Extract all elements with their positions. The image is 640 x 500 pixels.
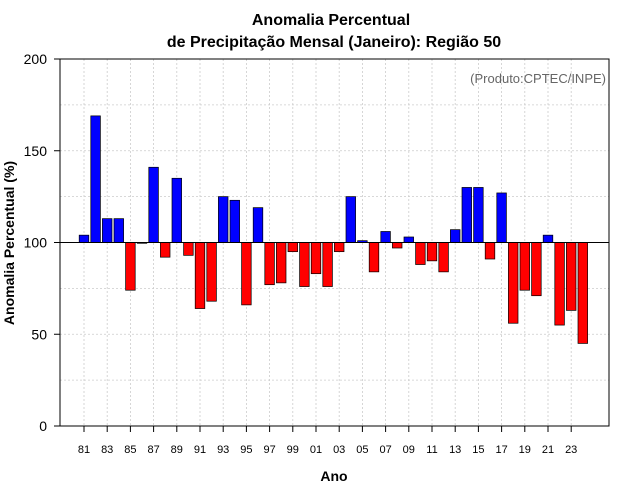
bar-88 <box>160 242 171 258</box>
bar-24 <box>577 242 588 344</box>
y-axis-label: Anomalia Percentual (%) <box>1 161 17 325</box>
bar-84 <box>113 218 124 243</box>
x-tick-label: 97 <box>263 444 275 456</box>
bar-98 <box>276 242 287 284</box>
x-tick-label: 09 <box>403 444 415 456</box>
bar-08 <box>392 242 403 249</box>
bar-15 <box>473 187 484 243</box>
x-axis: 81 83 85 87 89 91 93 95 97 99 01 03 05 07 09 11 13 15 17 19… <box>78 426 577 456</box>
x-tick-label: 89 <box>171 444 183 456</box>
bar-91 <box>194 242 206 309</box>
bar-14 <box>461 187 472 243</box>
x-tick-label: 95 <box>240 444 252 456</box>
bar-23 <box>566 242 577 311</box>
bar-96 <box>252 207 264 243</box>
y-tick-label: 0 <box>39 418 47 434</box>
x-tick-label: 83 <box>101 444 113 456</box>
bar-10 <box>415 242 426 265</box>
bar-21 <box>542 234 554 243</box>
bar-89 <box>171 177 182 243</box>
bar-95 <box>241 242 252 306</box>
x-tick-label: 91 <box>194 444 206 456</box>
bar-06 <box>368 242 380 273</box>
y-axis: 0 50 100 150 200 <box>24 51 60 434</box>
bar-93 <box>218 196 229 243</box>
bar-81 <box>78 234 90 243</box>
x-tick-label: 07 <box>379 444 391 456</box>
bar-17 <box>496 192 507 243</box>
bar-82 <box>90 115 101 243</box>
bar-03 <box>334 242 345 253</box>
bar-09 <box>403 236 414 243</box>
bar-92 <box>206 242 217 302</box>
bar-20 <box>531 242 542 297</box>
x-tick-label: 99 <box>287 444 299 456</box>
x-axis-label: Ano <box>320 468 347 484</box>
x-tick-label: 21 <box>542 444 554 456</box>
x-tick-label: 15 <box>472 444 484 456</box>
x-tick-label: 05 <box>356 444 368 456</box>
bar-13 <box>450 229 461 243</box>
bar-16 <box>484 242 496 260</box>
x-tick-label: 85 <box>124 444 136 456</box>
x-tick-label: 81 <box>78 444 90 456</box>
bar-19 <box>519 242 530 291</box>
chart-title-line1: Anomalia Percentual <box>252 12 410 29</box>
y-tick-label: 150 <box>24 143 48 159</box>
x-tick-label: 23 <box>565 444 577 456</box>
bar-97 <box>264 242 275 286</box>
x-tick-label: 01 <box>310 444 322 456</box>
bar-94 <box>229 199 240 243</box>
bar-02 <box>322 242 333 287</box>
x-tick-label: 11 <box>426 444 437 456</box>
bar-12 <box>438 242 449 273</box>
y-tick-label: 200 <box>24 51 48 67</box>
bar-18 <box>508 242 519 324</box>
y-tick-label: 50 <box>31 326 47 342</box>
bar-83 <box>102 218 113 243</box>
bar-07 <box>380 231 391 243</box>
bar-01 <box>310 242 322 275</box>
x-tick-label: 87 <box>147 444 159 456</box>
x-tick-label: 19 <box>519 444 531 456</box>
x-tick-label: 93 <box>217 444 229 456</box>
bar-00 <box>299 242 310 287</box>
x-tick-label: 17 <box>495 444 507 456</box>
source-annotation: (Produto:CPTEC/INPE) <box>470 71 606 86</box>
bars <box>78 115 588 344</box>
bar-11 <box>426 242 438 262</box>
x-tick-label: 03 <box>333 444 345 456</box>
bar-85 <box>125 242 136 291</box>
bar-99 <box>287 242 298 253</box>
y-tick-label: 100 <box>24 235 48 251</box>
chart-title-line2: de Precipitação Mensal (Janeiro): Região… <box>167 34 501 51</box>
bar-90 <box>183 242 194 256</box>
bar-04 <box>345 196 356 243</box>
bar-87 <box>148 166 159 243</box>
bar-22 <box>554 242 565 326</box>
x-tick-label: 13 <box>449 444 461 456</box>
